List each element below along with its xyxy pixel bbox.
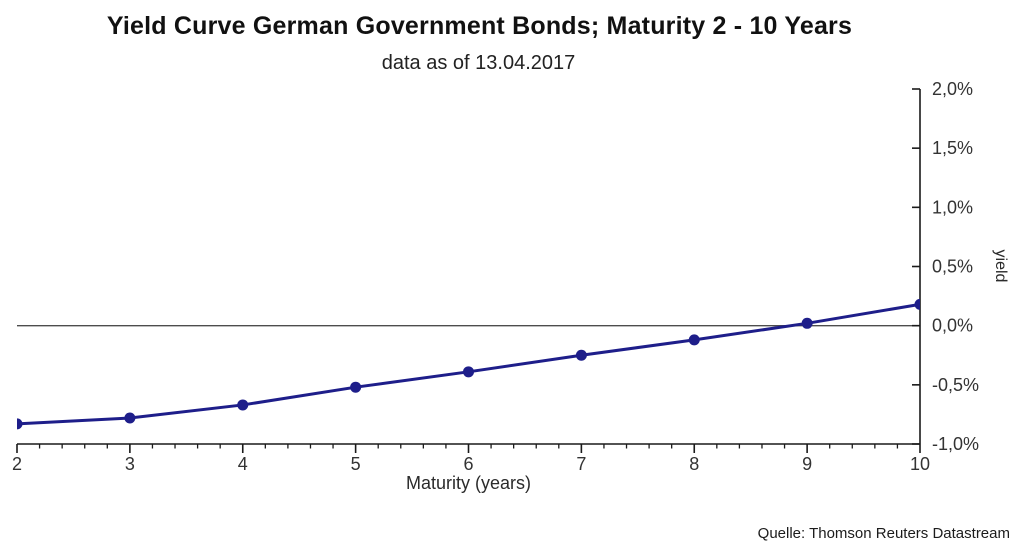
source-credit: Quelle: Thomson Reuters Datastream — [757, 525, 1010, 542]
x-tick-label: 7 — [576, 454, 586, 474]
x-tick-label: 8 — [689, 454, 699, 474]
x-tick-label: 2 — [12, 454, 22, 474]
y-tick-label: -1,0% — [932, 434, 979, 454]
y-tick-label: -0,5% — [932, 375, 979, 395]
chart-subtitle: data as of 13.04.2017 — [381, 52, 576, 74]
data-point-marker — [575, 349, 587, 361]
data-point-marker — [914, 298, 920, 310]
x-tick-label: 5 — [351, 454, 361, 474]
data-point-marker — [350, 381, 362, 393]
y-axis-title: yield — [992, 249, 1009, 283]
data-point-marker — [124, 412, 136, 424]
data-point-marker — [463, 366, 474, 378]
x-tick-label: 9 — [802, 454, 812, 474]
x-tick-label: 6 — [463, 454, 473, 474]
x-tick-label: 3 — [125, 454, 135, 474]
data-point-marker — [801, 317, 813, 329]
x-tick-label: 4 — [238, 454, 248, 474]
data-point-marker — [237, 399, 249, 411]
chart-title: Yield Curve German Government Bonds; Mat… — [106, 12, 853, 40]
y-tick-label: 0,0% — [932, 316, 973, 336]
y-tick-label: 1,0% — [932, 197, 973, 217]
y-tick-label: 2,0% — [932, 79, 973, 99]
yield-curve-line — [17, 302, 920, 426]
data-point-marker — [688, 334, 700, 346]
x-axis-title: Maturity (years) — [405, 473, 531, 493]
data-point-marker — [17, 418, 23, 430]
y-tick-label: 1,5% — [932, 138, 973, 158]
x-tick-label: 10 — [910, 454, 930, 474]
y-tick-label: 0,5% — [932, 257, 973, 277]
